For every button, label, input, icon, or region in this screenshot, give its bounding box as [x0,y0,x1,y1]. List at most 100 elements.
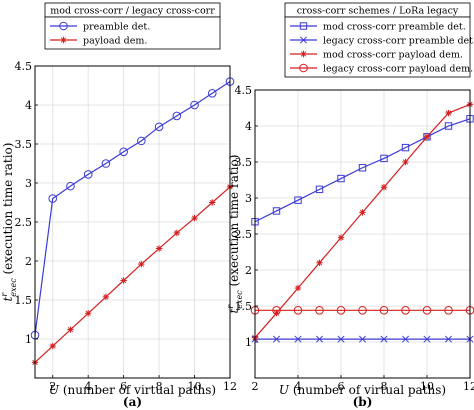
chart-b-series-1-point-5 [358,335,367,343]
chart-b-y-tick-label-1.5: 1.5 [235,300,253,313]
chart-b-series-2-point-1 [273,310,280,317]
chart-b-series-1-point-3 [315,335,324,343]
chart-b-y-tick-label-1: 1 [245,336,252,349]
chart-b-series-0-point-2 [294,196,302,204]
chart-b-legend-title: cross-corr schemes / LoRa legacy [297,6,459,17]
chart-b-series-0-point-7 [401,143,410,152]
chart-a-y-tick-label-1.5: 1.5 [15,294,33,307]
chart-a-x-axis-label: U (number of virtual paths) [49,383,216,397]
chart-a-y-tick-label-3.5: 3.5 [15,138,33,151]
chart-b-series-3-point-7 [401,306,410,315]
chart-a-series-1-point-1 [49,342,56,350]
chart-a-series-0-point-4 [101,159,111,168]
chart-b-series-0-point-4 [337,174,345,183]
chart-b-series-0-point-5 [358,164,367,172]
chart-b-series-3-point-3 [315,306,324,315]
chart-a-series-0-point-2 [66,181,75,191]
chart-a-series-1-point-9 [191,214,198,222]
chart-a-legend: mod cross-corr / legacy cross-corr pream… [44,2,221,50]
chart-a-series-0-line [34,81,231,336]
chart-a-x-tick-label-10: 10 [188,380,202,393]
chart-b-series-2-line [254,103,471,339]
chart-b-x-tick-label-6: 6 [338,380,345,393]
chart-b-series-0-line [254,118,471,223]
chart-a-series-0-point-5 [119,147,128,157]
chart-a-legend-marker-0 [59,21,68,31]
chart-b-series-3-point-4 [336,306,346,315]
chart-b-series-1-point-4 [337,335,345,343]
chart-a-series-1-point-3 [84,310,92,317]
chart-b-series-2-point-8 [423,133,431,140]
chart-a-caption: (a) [123,395,142,409]
chart-b-series-3-point-6 [379,306,389,315]
chart-b-y-tick-label-3: 3 [245,192,252,205]
chart-b-series-1-point-1 [272,335,281,343]
chart-a-series-1-point-4 [102,293,110,301]
chart-b-series-2-point-5 [359,209,366,216]
chart-a-x-tick-label-6: 6 [120,380,127,393]
chart-b-legend-marker-2 [300,50,307,58]
chart-a-y-tick-label-2: 2 [25,255,32,268]
chart-a-y-tick-label-2.5: 2.5 [15,216,33,229]
chart-a-legend-label-1: payload dem. [83,36,147,47]
chart-b-series-2-point-4 [337,234,345,241]
chart-b-series-1-point-7 [401,335,410,343]
chart-b: 2 4 6 8 10 12 1 1.5 2 2.5 3 3.5 4 4.5 cross-corr sche… [226,2,474,409]
chart-b-series-3-point-2 [293,306,303,315]
chart-b-legend: cross-corr schemes / LoRa legacy mod cro… [284,2,474,78]
chart-a: 2 4 6 8 10 12 1 1.5 2 2.5 3 3.5 4 4.5 mod cross-corr … [0,2,237,409]
chart-a-series-0-point-6 [137,136,146,146]
chart-a-series-1-line [34,186,231,363]
chart-b-x-axis-label: U (number of virtual paths) [279,383,446,397]
chart-b-y-tick-label-4: 4 [245,120,252,133]
chart-b-series-1-point-2 [294,335,302,343]
chart-a-legend-label-0: preamble det. [83,22,150,33]
chart-a-legend-marker-1 [60,36,67,44]
chart-b-y-axis-label: trexec (execution time ratio) [226,155,244,314]
chart-b-series-1-point-8 [423,335,431,343]
chart-b-series-0-point-6 [380,154,388,163]
chart-a-series-0-point-3 [83,170,93,179]
chart-b-y-tick-label-3.5: 3.5 [235,156,253,169]
chart-b-series-2-point-9 [445,109,452,117]
chart-a-series-1-point-10 [209,199,216,206]
chart-a-series-1-point-5 [120,277,127,284]
chart-a-y-axis-label: trexec (execution time ratio) [0,143,18,302]
chart-b-series-2-point-6 [380,184,388,191]
chart-b-legend-marker-1 [299,36,308,44]
chart-a-series-1-point-6 [138,260,145,268]
chart-a-series-0-point-9 [190,100,199,110]
chart-a-series-1-point-2 [67,326,74,333]
chart-a-x-tick-label-2: 2 [49,380,56,393]
chart-a-legend-box [44,16,221,50]
chart-a-series-0-point-7 [154,122,164,132]
chart-b-legend-label-3: legacy cross-corr payload dem. [323,64,473,75]
chart-b-series-3-point-9 [444,306,453,315]
chart-b-legend-marker-0 [299,22,308,30]
chart-a-y-tick-label-4.5: 4.5 [15,60,33,73]
chart-b-caption: (b) [353,395,373,409]
chart-a-x-tick-label-12: 12 [223,380,237,393]
chart-b-legend-marker-3 [299,63,308,73]
chart-a-x-tick-label-4: 4 [85,380,92,393]
chart-b-series-3-point-1 [272,306,281,315]
chart-b-series-3-point-5 [358,306,367,315]
chart-a-series-1-point-7 [155,245,163,252]
chart-b-series-2-point-7 [402,158,409,166]
chart-a-y-tick-label-4: 4 [25,99,32,112]
chart-b-x-tick-label-12: 12 [463,380,474,393]
chart-b-x-tick-label-4: 4 [295,380,302,393]
chart-b-y-tick-label-2.5: 2.5 [235,228,253,241]
chart-b-series-2-point-3 [316,259,323,266]
chart-b-y-tick-label-2: 2 [245,264,252,277]
chart-a-series-0-point-1 [48,194,58,203]
chart-b-series-1-point-9 [444,335,453,343]
chart-b-y-tick-label-4.5: 4.5 [235,84,253,97]
chart-b-series-3-point-8 [422,306,432,315]
chart-a-legend-title: mod cross-corr / legacy cross-corr [50,6,215,17]
chart-b-series-0-point-9 [444,122,453,130]
chart-a-y-tick-label-1: 1 [25,333,32,346]
chart-b-series-2-point-2 [294,284,302,292]
chart-b-series-0-point-3 [315,185,324,194]
